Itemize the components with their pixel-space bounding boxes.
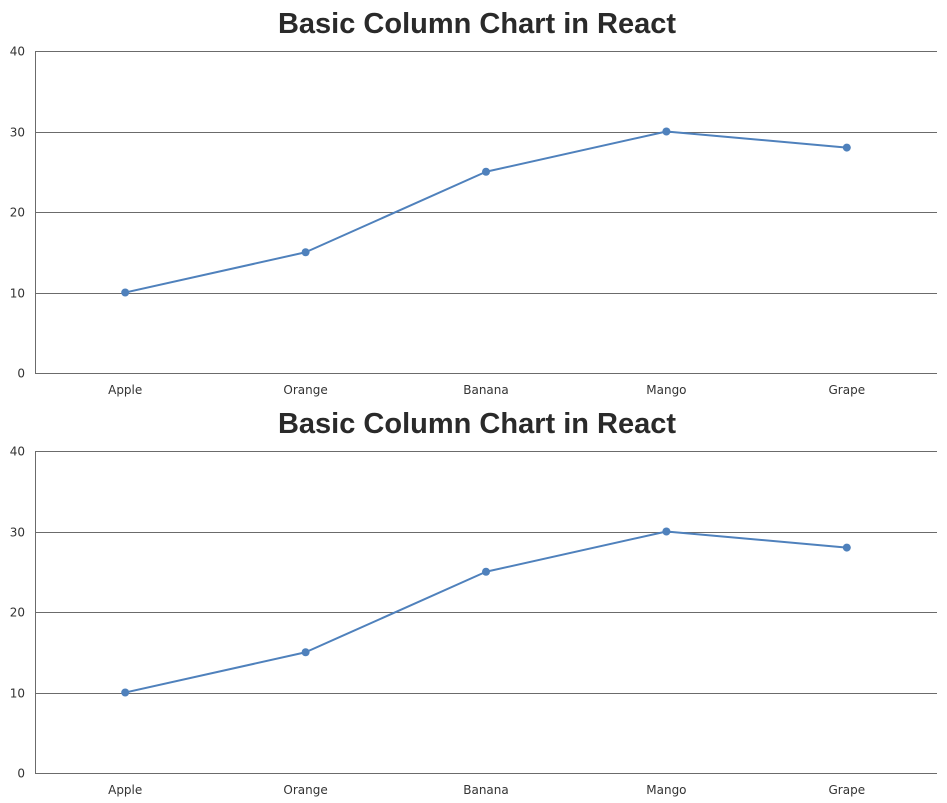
x-tick-label: Banana [463,383,509,397]
y-tick-label: 0 [17,767,25,781]
x-tick-label: Orange [283,383,327,397]
data-point-grape[interactable] [842,543,851,552]
x-tick-label: Apple [108,383,142,397]
data-point-apple[interactable] [121,688,130,697]
gridlines [35,51,937,294]
chart-2: Basic Column Chart in React 0 10 20 30 40 Ap… [0,400,947,800]
y-tick-label: 0 [17,367,25,381]
y-tick-label: 30 [10,126,25,140]
y-tick-label: 20 [10,206,25,220]
chart-1-svg: Basic Column Chart in React 0 10 20 30 40 Ap… [10,8,937,397]
chart-1: Basic Column Chart in React 0 10 20 30 40 Ap… [0,0,947,400]
y-tick-label: 10 [10,287,25,301]
y-tick-labels: 0 10 20 30 40 [10,445,25,781]
x-tick-label: Mango [646,783,686,797]
series-points [121,127,851,297]
data-point-mango[interactable] [662,127,671,136]
y-tick-label: 30 [10,526,25,540]
chart-title: Basic Column Chart in React [278,408,676,440]
y-tick-label: 40 [10,45,25,59]
data-point-banana[interactable] [482,567,490,576]
y-tick-labels: 0 10 20 30 40 [10,45,25,381]
x-tick-labels: Apple Orange Banana Mango Grape [108,383,865,397]
chart-2-svg: Basic Column Chart in React 0 10 20 30 40 Ap… [10,408,937,797]
data-point-orange[interactable] [301,648,310,657]
y-tick-label: 10 [10,687,25,701]
data-point-orange[interactable] [301,248,310,257]
y-tick-label: 40 [10,445,25,459]
x-tick-label: Banana [463,783,509,797]
data-point-mango[interactable] [662,527,671,536]
x-tick-label: Grape [829,383,866,397]
axes [35,451,937,774]
chart-title: Basic Column Chart in React [278,8,676,40]
x-tick-label: Orange [283,783,327,797]
x-tick-label: Apple [108,783,142,797]
x-tick-label: Grape [829,783,866,797]
y-tick-label: 20 [10,606,25,620]
x-tick-label: Mango [646,383,686,397]
gridlines [35,451,937,694]
x-tick-labels: Apple Orange Banana Mango Grape [108,783,865,797]
data-point-banana[interactable] [482,167,490,176]
data-point-grape[interactable] [842,143,851,152]
axes [35,51,937,374]
series-points [121,527,851,697]
data-point-apple[interactable] [121,288,130,297]
